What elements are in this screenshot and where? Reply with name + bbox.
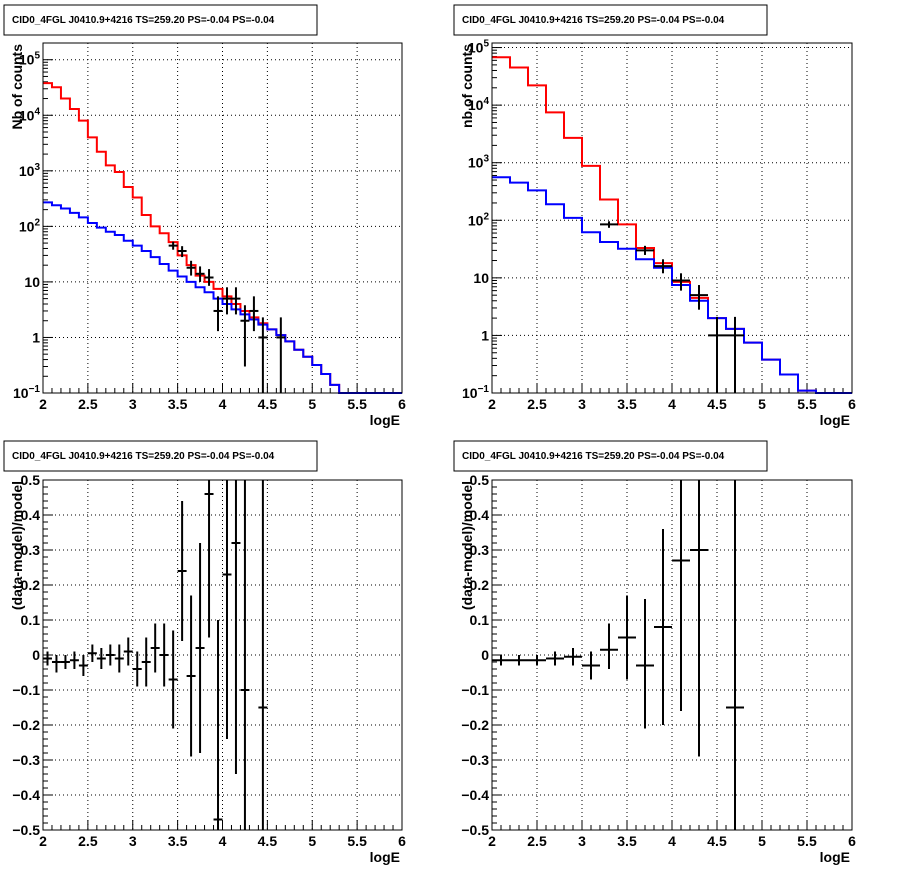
y-tick-label: −0.3 <box>461 752 489 768</box>
x-tick-label: 5 <box>758 833 766 849</box>
y-tick-label: 0.1 <box>470 612 490 628</box>
y-tick-label: 0.2 <box>470 577 490 593</box>
model-background-line <box>43 201 402 394</box>
plot-frame <box>42 479 403 831</box>
x-tick-label: 3.5 <box>168 833 188 849</box>
x-tick-label: 6 <box>848 396 856 412</box>
model-background-line <box>492 176 852 394</box>
x-tick-label: 4.5 <box>707 396 727 412</box>
y-tick-label: 0.2 <box>21 577 41 593</box>
panel-counts-right: CID0_4FGL J0410.9+4216 TS=259.20 PS=-0.0… <box>453 4 856 428</box>
x-axis-label: logE <box>370 412 400 428</box>
x-tick-label: 4 <box>219 833 227 849</box>
panel-counts-left: CID0_4FGL J0410.9+4216 TS=259.20 PS=-0.0… <box>3 4 406 428</box>
y-tick-label: −0.1 <box>12 682 40 698</box>
y-tick-label: −0.2 <box>12 717 40 733</box>
y-tick-label: 102 <box>468 211 490 228</box>
y-axis-label: (data-model)/model <box>9 481 25 610</box>
x-tick-label: 5.5 <box>347 396 367 412</box>
x-tick-label: 4 <box>668 833 676 849</box>
panel-title: CID0_4FGL J0410.9+4216 TS=259.20 PS=-0.0… <box>12 451 275 462</box>
plot-frame <box>491 42 853 394</box>
x-tick-label: 3.5 <box>168 396 188 412</box>
x-tick-label: 2 <box>488 833 496 849</box>
x-tick-label: 5.5 <box>347 833 367 849</box>
x-tick-label: 3 <box>578 833 586 849</box>
y-tick-label: 0.4 <box>470 507 490 523</box>
y-tick-label: 0 <box>481 647 489 663</box>
x-axis-label: logE <box>820 849 850 865</box>
x-tick-label: 5 <box>758 396 766 412</box>
y-tick-label: −0.3 <box>12 752 40 768</box>
y-tick-label: 103 <box>19 162 41 179</box>
y-tick-label: 0.1 <box>21 612 41 628</box>
x-axis-label: logE <box>820 412 850 428</box>
title-box <box>453 440 768 472</box>
x-tick-label: 2.5 <box>527 396 547 412</box>
y-tick-label: 10 <box>473 270 489 286</box>
x-tick-label: 4.5 <box>707 833 727 849</box>
x-tick-label: 3.5 <box>617 833 637 849</box>
panel-title: CID0_4FGL J0410.9+4216 TS=259.20 PS=-0.0… <box>462 15 725 26</box>
y-tick-label: 0.4 <box>21 507 41 523</box>
x-tick-label: 6 <box>398 833 406 849</box>
x-tick-label: 4.5 <box>258 833 278 849</box>
panel-residuals-right: CID0_4FGL J0410.9+4216 TS=259.20 PS=-0.0… <box>453 440 856 865</box>
x-tick-label: 2.5 <box>527 833 547 849</box>
x-tick-label: 5.5 <box>797 833 817 849</box>
y-tick-label: −0.5 <box>12 822 40 838</box>
x-tick-label: 4 <box>668 396 676 412</box>
plot-area <box>43 480 402 830</box>
x-tick-label: 2.5 <box>78 833 98 849</box>
x-tick-label: 2 <box>39 833 47 849</box>
x-tick-label: 3 <box>129 833 137 849</box>
title-box <box>3 4 318 36</box>
panel-residuals-left: CID0_4FGL J0410.9+4216 TS=259.20 PS=-0.0… <box>3 440 406 865</box>
x-tick-label: 5.5 <box>797 396 817 412</box>
x-tick-label: 2 <box>39 396 47 412</box>
x-tick-label: 5 <box>308 833 316 849</box>
y-axis-label: Nb of counts <box>9 44 25 130</box>
y-tick-label: 10−1 <box>13 384 40 401</box>
x-tick-label: 5 <box>308 396 316 412</box>
plot-frame <box>42 42 403 394</box>
x-tick-label: 3.5 <box>617 396 637 412</box>
y-tick-label: 0.5 <box>470 472 490 488</box>
y-tick-label: 103 <box>468 154 490 171</box>
x-axis-label: logE <box>370 849 400 865</box>
x-tick-label: 3 <box>129 396 137 412</box>
panel-title: CID0_4FGL J0410.9+4216 TS=259.20 PS=-0.0… <box>12 15 275 26</box>
plot-area <box>492 43 852 393</box>
y-tick-label: 0.5 <box>21 472 41 488</box>
y-tick-label: 10−1 <box>462 384 489 401</box>
plot-frame <box>491 479 853 831</box>
y-tick-label: −0.4 <box>461 787 489 803</box>
title-box <box>453 4 768 36</box>
x-tick-label: 4 <box>219 396 227 412</box>
x-tick-label: 4.5 <box>258 396 278 412</box>
y-tick-label: 1 <box>481 327 489 343</box>
y-tick-label: 1 <box>32 329 40 345</box>
y-tick-label: 0.3 <box>470 542 490 558</box>
y-tick-label: −0.4 <box>12 787 40 803</box>
x-tick-label: 2 <box>488 396 496 412</box>
y-axis-label: nb of counts <box>459 44 475 128</box>
y-tick-label: −0.1 <box>461 682 489 698</box>
x-tick-label: 6 <box>848 833 856 849</box>
x-tick-label: 2.5 <box>78 396 98 412</box>
y-tick-label: 10 <box>24 274 40 290</box>
x-tick-label: 6 <box>398 396 406 412</box>
y-tick-label: 0.3 <box>21 542 41 558</box>
panel-title: CID0_4FGL J0410.9+4216 TS=259.20 PS=-0.0… <box>462 451 725 462</box>
title-box <box>3 440 318 472</box>
y-tick-label: 0 <box>32 647 40 663</box>
y-axis-label: (data-model)/model <box>459 481 475 610</box>
plot-area <box>43 43 402 393</box>
y-tick-label: −0.5 <box>461 822 489 838</box>
y-tick-label: 102 <box>19 217 41 234</box>
x-tick-label: 3 <box>578 396 586 412</box>
y-tick-label: −0.2 <box>461 717 489 733</box>
